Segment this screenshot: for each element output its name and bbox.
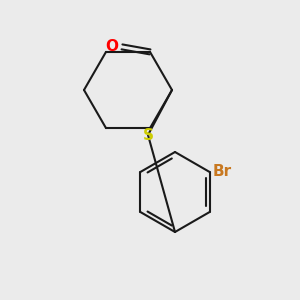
Text: Br: Br bbox=[213, 164, 232, 179]
Text: O: O bbox=[105, 39, 118, 54]
Text: S: S bbox=[142, 128, 154, 142]
